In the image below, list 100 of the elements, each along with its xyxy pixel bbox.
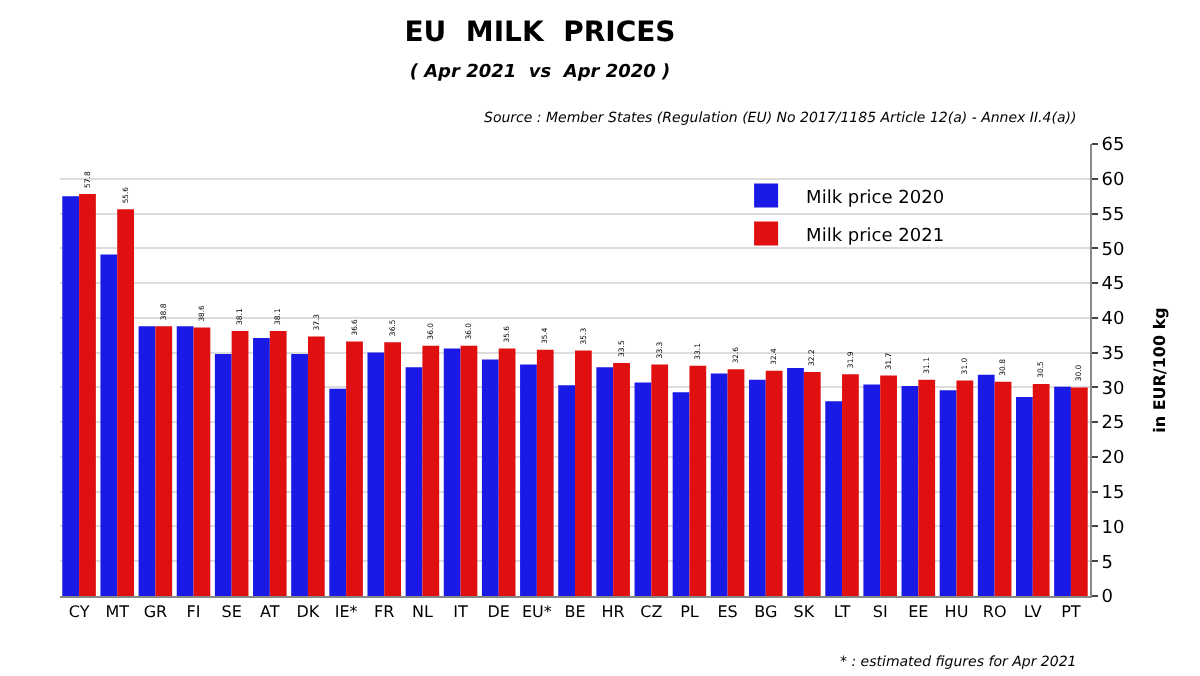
bar — [138, 326, 156, 596]
x-tick-label: NL — [411, 603, 434, 622]
bar — [291, 354, 308, 596]
bar — [748, 379, 766, 596]
bar — [269, 331, 287, 596]
x-tick-label: BE — [564, 603, 586, 622]
bar — [765, 370, 783, 596]
x-tick-label: DK — [296, 603, 321, 622]
x-tick-label: FI — [186, 603, 201, 622]
bar — [613, 363, 630, 596]
y-tick-label: 10 — [1101, 518, 1126, 539]
bar — [214, 354, 232, 596]
x-tick-label: MT — [105, 603, 130, 622]
bar — [880, 375, 897, 596]
y-tick-label: 5 — [1101, 553, 1114, 574]
x-tick-label: PT — [1061, 603, 1081, 622]
bar — [193, 327, 211, 596]
bar — [346, 341, 363, 596]
bar — [842, 374, 859, 596]
x-tick-label: RO — [982, 603, 1007, 622]
bar — [710, 373, 728, 596]
bar — [307, 336, 325, 596]
bar — [329, 388, 347, 596]
x-tick-label: LV — [1023, 603, 1043, 622]
bar — [918, 379, 936, 596]
y-axis-title: in EUR/100 kg — [1151, 306, 1170, 433]
bar — [176, 326, 194, 596]
bar — [956, 380, 974, 596]
bar — [155, 326, 173, 596]
bar — [863, 384, 881, 596]
bar — [977, 374, 995, 596]
bar — [498, 348, 516, 596]
x-tick-label: HU — [944, 603, 969, 622]
bar — [422, 345, 440, 596]
x-tick-label: GR — [143, 603, 169, 622]
x-tick-label: DE — [487, 603, 510, 622]
y-tick-label: 25 — [1101, 414, 1125, 435]
bar — [825, 401, 843, 596]
x-tick-label: PL — [680, 603, 700, 622]
x-tick-label: IE* — [334, 603, 358, 622]
x-tick-label: BG — [754, 603, 778, 622]
x-tick-label: EU* — [521, 603, 552, 622]
x-tick-label: SK — [793, 603, 816, 622]
x-tick-label: LT — [833, 603, 851, 622]
legend-label: Milk price 2020 — [806, 188, 945, 209]
bar — [367, 352, 385, 596]
bar — [62, 196, 80, 596]
y-tick-label: 40 — [1101, 310, 1126, 331]
bar — [1032, 383, 1050, 596]
bar — [634, 382, 652, 596]
bar — [901, 386, 919, 596]
y-tick-label: 30 — [1101, 379, 1126, 400]
chart-subtitle: ( Apr 2021 vs Apr 2020 ) — [409, 62, 671, 83]
bar — [596, 367, 614, 596]
bar — [651, 364, 669, 596]
y-tick-label: 65 — [1101, 136, 1125, 157]
x-tick-label: CY — [68, 603, 90, 622]
bar — [100, 254, 118, 596]
bar — [558, 385, 575, 596]
bar — [117, 209, 134, 596]
bar — [405, 367, 423, 596]
x-tick-label: EE — [908, 603, 929, 622]
y-tick-label: 55 — [1101, 205, 1125, 226]
bar — [1016, 397, 1033, 596]
chart-title: EU MILK PRICES — [404, 16, 676, 49]
bar — [460, 345, 478, 596]
bar — [994, 381, 1012, 596]
bar — [520, 364, 537, 596]
y-tick-label: 15 — [1101, 484, 1125, 504]
x-tick-label: FR — [374, 603, 396, 622]
bar — [1054, 386, 1071, 596]
x-tick-label: ES — [717, 603, 738, 622]
x-tick-label: AT — [260, 603, 280, 622]
bar — [575, 350, 592, 596]
y-tick-label: 0 — [1101, 588, 1114, 609]
bar — [253, 338, 270, 596]
bar — [672, 392, 690, 596]
bar — [443, 348, 461, 596]
bar — [384, 342, 402, 596]
x-tick-label: SE — [221, 603, 242, 622]
y-tick-label: 45 — [1101, 275, 1125, 296]
bar — [727, 369, 745, 596]
bar — [481, 359, 499, 596]
y-tick-label: 35 — [1101, 344, 1125, 365]
bar — [79, 194, 96, 596]
y-tick-label: 50 — [1101, 240, 1126, 261]
bar — [536, 349, 554, 596]
bar — [689, 365, 707, 596]
x-tick-label: IT — [453, 603, 469, 622]
bar — [939, 390, 957, 596]
x-tick-label: HR — [601, 603, 626, 622]
x-tick-label: CZ — [640, 603, 664, 622]
bar — [1070, 387, 1088, 596]
bar — [803, 372, 821, 596]
x-tick-label: SI — [872, 603, 888, 622]
y-tick-label: 20 — [1101, 449, 1126, 470]
bar — [231, 331, 249, 596]
legend-label: Milk price 2021 — [806, 226, 945, 247]
y-tick-label: 60 — [1101, 171, 1126, 192]
bar — [787, 367, 804, 596]
